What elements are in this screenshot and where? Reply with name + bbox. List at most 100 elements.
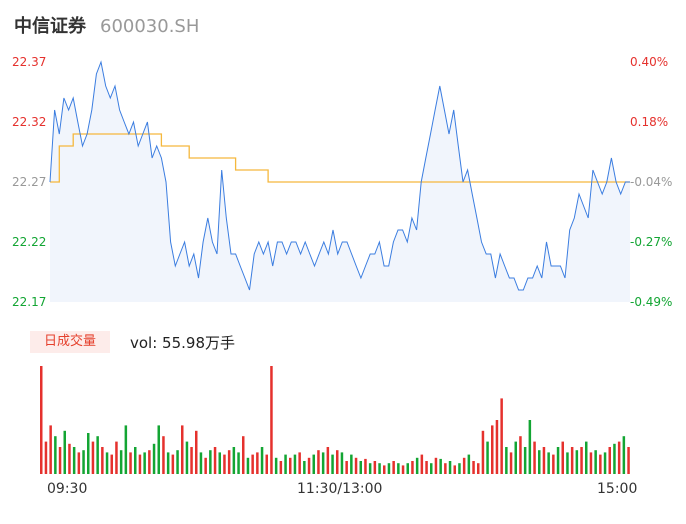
volume-bar: [284, 454, 287, 474]
volume-readout: vol: 55.98万手: [130, 334, 235, 352]
volume-bar: [274, 457, 278, 474]
title-bar: 中信证券 600030.SH: [14, 12, 199, 40]
volume-bar: [505, 447, 508, 474]
volume-bar: [251, 454, 254, 474]
volume-bar: [397, 463, 400, 474]
volume-bar: [406, 463, 409, 474]
volume-bar: [467, 454, 471, 474]
stock-name: 中信证券: [14, 16, 86, 37]
volume-bar: [613, 443, 616, 474]
volume-bar: [411, 461, 414, 474]
volume-bar: [58, 447, 62, 474]
price-tick-label: 22.37: [12, 55, 47, 69]
volume-bar: [190, 447, 193, 474]
volume-bar: [237, 452, 240, 474]
volume-bar: [594, 450, 597, 474]
volume-bar: [157, 425, 160, 474]
percent-tick-label: -0.04%: [630, 175, 673, 189]
volume-bar: [415, 457, 419, 474]
volume-bar: [101, 447, 104, 474]
volume-bar: [500, 398, 503, 474]
volume-bar: [514, 441, 517, 474]
volume-bar: [218, 452, 221, 474]
volume-bar: [622, 436, 626, 474]
volume-bar: [119, 450, 123, 474]
volume-bar: [54, 436, 57, 474]
volume-bar: [552, 454, 555, 474]
volume-bar: [331, 454, 334, 474]
volume-bar: [134, 447, 137, 474]
volume-bar: [317, 450, 320, 474]
volume-bar: [434, 457, 438, 474]
volume-bar: [373, 461, 377, 474]
volume-bar: [430, 463, 433, 474]
volume-bar: [181, 425, 184, 474]
price-tick-label: 22.27: [12, 175, 47, 189]
volume-bar: [298, 452, 301, 474]
volume-bar: [105, 452, 109, 474]
volume-bar: [345, 461, 348, 474]
volume-bar: [617, 441, 621, 474]
volume-bar: [270, 366, 273, 474]
volume-bar: [232, 447, 236, 474]
stock-code: 600030.SH: [100, 16, 200, 37]
volume-bar: [425, 461, 428, 474]
volume-bar: [199, 452, 203, 474]
volume-bar: [378, 463, 381, 474]
volume-bar: [491, 425, 494, 474]
volume-bar: [242, 436, 245, 474]
volume-bars: [40, 366, 630, 474]
price-tick-label: 22.32: [12, 115, 47, 129]
volume-bar: [176, 450, 179, 474]
volume-bar: [542, 447, 546, 474]
volume-bar: [265, 454, 268, 474]
percent-tick-label: 0.18%: [630, 115, 669, 129]
volume-bar: [359, 461, 362, 474]
volume-bar: [148, 450, 151, 474]
volume-bar: [561, 441, 564, 474]
volume-bar: [509, 452, 513, 474]
volume-bar: [166, 452, 170, 474]
volume-bar: [401, 465, 405, 474]
volume-bar: [585, 441, 588, 474]
volume-bar: [77, 452, 81, 474]
volume-bar: [209, 450, 212, 474]
volume-bar: [185, 441, 189, 474]
volume-bar: [340, 452, 344, 474]
volume-bar: [223, 454, 226, 474]
volume-bar: [40, 366, 43, 474]
volume-bar: [124, 425, 128, 474]
volume-bar: [608, 447, 611, 474]
volume-bar: [303, 461, 306, 474]
time-tick-open: 09:30: [47, 481, 88, 497]
volume-bar: [472, 461, 475, 474]
volume-bar: [260, 447, 264, 474]
volume-bar: [486, 441, 489, 474]
volume-bar: [383, 465, 386, 474]
volume-bar: [256, 452, 259, 474]
volume-bar: [368, 463, 372, 474]
volume-bar: [152, 443, 156, 474]
volume-bar: [350, 454, 353, 474]
volume-bar: [227, 450, 231, 474]
volume-bar: [533, 441, 536, 474]
volume-bar: [477, 463, 480, 474]
volume-bar: [547, 452, 550, 474]
volume-bar: [495, 420, 499, 474]
price-line: [49, 60, 630, 291]
volume-bar: [63, 430, 66, 474]
volume-bar: [162, 436, 165, 474]
volume-bar: [195, 430, 198, 474]
volume-bar: [213, 447, 217, 474]
volume-tab-badge[interactable]: 日成交量: [30, 331, 110, 353]
volume-bar: [143, 452, 146, 474]
volume-bar: [110, 454, 113, 474]
volume-bar: [82, 450, 85, 474]
percent-tick-label: -0.27%: [630, 235, 673, 249]
volume-bar: [68, 443, 71, 474]
volume-bar: [575, 450, 579, 474]
volume-bar: [72, 447, 76, 474]
volume-bar: [462, 457, 466, 474]
price-tick-label: 22.22: [12, 235, 47, 249]
time-tick-close: 15:00: [597, 481, 638, 497]
